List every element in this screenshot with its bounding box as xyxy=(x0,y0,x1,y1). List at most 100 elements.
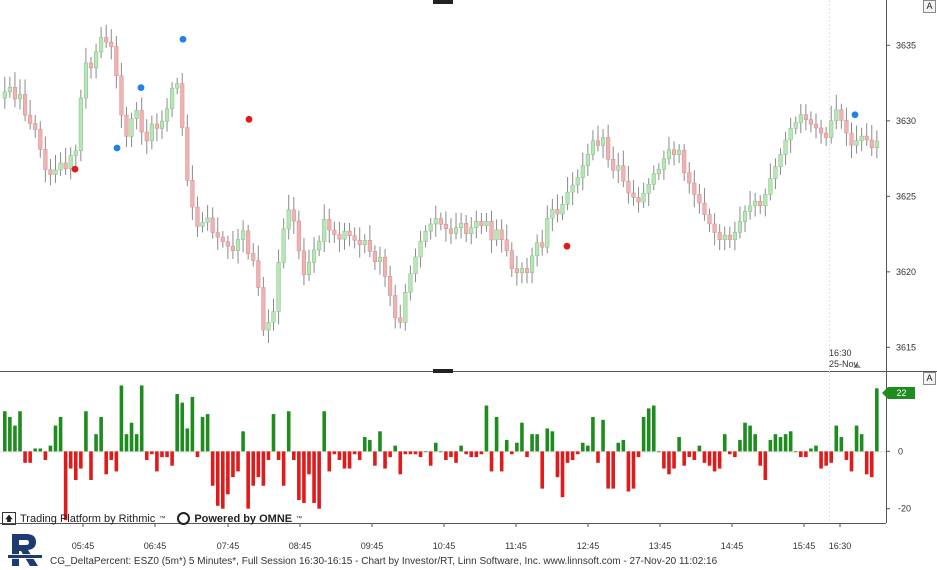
up-arrow-icon[interactable]: 🡅 xyxy=(2,512,16,525)
branding-rithmic: Trading Platform by Rithmic xyxy=(20,512,156,525)
delta-bar xyxy=(824,451,828,466)
candle-body xyxy=(296,220,301,252)
candle-body xyxy=(616,165,621,171)
price-chart[interactable]: 3615 3620 3625 3630 3635 xyxy=(0,0,937,371)
candle-body xyxy=(565,191,570,205)
candle-body xyxy=(312,249,317,263)
delta-bar xyxy=(312,451,316,503)
candle-body xyxy=(768,178,773,195)
sell-signal-dot xyxy=(245,115,253,123)
delta-bar xyxy=(170,451,174,466)
delta-bar xyxy=(266,451,271,460)
delta-bar xyxy=(408,451,413,455)
delta-bar xyxy=(291,451,296,460)
candle-body xyxy=(291,209,296,222)
candle-body xyxy=(570,184,575,193)
candle-body xyxy=(631,192,636,198)
delta-bar xyxy=(707,451,712,466)
delta-bar xyxy=(651,405,656,452)
candle-body xyxy=(423,230,428,242)
delta-bar xyxy=(226,451,230,495)
delta-bar xyxy=(337,451,342,460)
candle-body xyxy=(301,250,306,276)
candle-body xyxy=(839,109,844,121)
candle-body xyxy=(337,234,342,240)
candle-body xyxy=(235,239,241,251)
delta-bar xyxy=(672,451,676,469)
delta-bar xyxy=(763,451,768,481)
delta-bar xyxy=(621,439,626,452)
delta-bar xyxy=(580,442,585,452)
price-axis: 3615 3620 3625 3630 3635 xyxy=(853,40,916,368)
delta-bar xyxy=(662,451,666,469)
delta-bar xyxy=(413,451,418,455)
candle-body xyxy=(175,83,180,89)
candle-body xyxy=(195,206,200,227)
pane-drag-handle-bottom[interactable] xyxy=(433,369,453,373)
candle-body xyxy=(509,250,514,269)
candle-body xyxy=(621,165,626,182)
candle-body xyxy=(266,322,271,331)
time-tick-label: 07:45 xyxy=(217,541,240,551)
time-tick-label: 05:45 xyxy=(72,541,95,551)
candle-body xyxy=(73,150,78,156)
price-tick-label: 3635 xyxy=(896,40,916,50)
buy-signal-dot xyxy=(851,111,859,119)
time-tick-label: 16:30 xyxy=(829,541,852,551)
candle-body xyxy=(854,140,859,146)
delta-bars xyxy=(3,385,879,521)
delta-axis-auto-button[interactable]: A xyxy=(923,372,936,385)
delta-bar xyxy=(474,451,479,458)
candle-body xyxy=(276,262,281,312)
delta-bar xyxy=(479,451,484,455)
delta-bar xyxy=(530,434,534,452)
delta-chart[interactable]: 0 -20 05:45 06:45 07:45 08:45 09:45 10:45 11:45… xyxy=(0,371,937,556)
candle-body xyxy=(813,123,819,129)
delta-bar xyxy=(778,437,783,452)
delta-bar xyxy=(535,434,539,452)
candle-body xyxy=(666,149,672,160)
candle-body xyxy=(362,239,367,246)
delta-bar xyxy=(84,411,88,452)
pane-drag-handle-top[interactable] xyxy=(433,0,453,4)
delta-bar xyxy=(423,451,428,453)
delta-bar xyxy=(210,451,215,486)
candle-body xyxy=(53,169,58,175)
delta-bar xyxy=(3,411,7,452)
candle-body xyxy=(874,140,879,149)
delta-bar xyxy=(160,451,164,458)
delta-bar xyxy=(596,451,600,463)
candle-body xyxy=(702,202,707,215)
time-axis: 05:45 06:45 07:45 08:45 09:45 10:45 11:45 12:45… xyxy=(72,523,852,551)
delta-bar xyxy=(829,451,834,463)
candle-body xyxy=(545,217,550,248)
candle-body xyxy=(241,230,246,240)
delta-bar xyxy=(702,451,707,463)
delta-bar xyxy=(124,434,129,452)
delta-bar xyxy=(717,451,722,469)
candle-body xyxy=(205,217,210,223)
candle-body xyxy=(367,239,372,252)
candle-body xyxy=(773,166,778,179)
buy-signal-dot xyxy=(137,84,145,91)
delta-bar xyxy=(433,442,438,452)
delta-bar xyxy=(626,451,631,492)
candle-body xyxy=(742,211,748,222)
candle-body xyxy=(656,169,661,175)
delta-bar xyxy=(322,411,327,452)
candle-body xyxy=(124,114,129,137)
candle-body xyxy=(210,217,215,233)
delta-bar xyxy=(515,442,519,452)
delta-bar xyxy=(373,451,377,466)
candle-body xyxy=(555,209,560,215)
delta-bar xyxy=(616,442,621,452)
candle-body xyxy=(595,140,601,146)
candle-body xyxy=(83,62,88,99)
delta-bar xyxy=(692,451,697,460)
price-grid xyxy=(829,0,887,371)
price-axis-auto-button[interactable]: A xyxy=(923,0,936,13)
candle-body xyxy=(393,295,398,319)
delta-bar xyxy=(712,451,717,472)
candle-body xyxy=(7,87,12,93)
delta-bar xyxy=(403,451,408,455)
